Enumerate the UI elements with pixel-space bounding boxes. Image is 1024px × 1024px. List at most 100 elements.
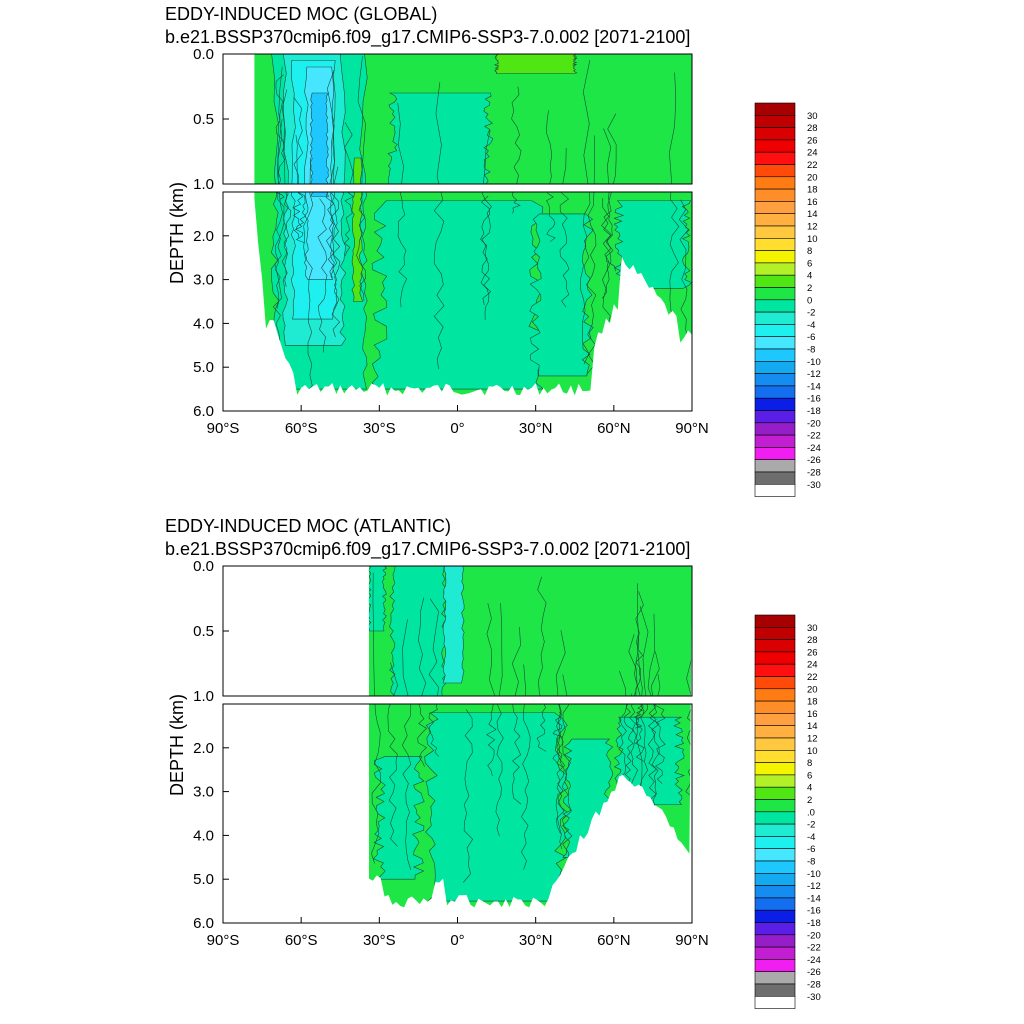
colorbar-label: -12 bbox=[807, 369, 821, 380]
contour-line bbox=[655, 674, 666, 784]
colorbar-label: -14 bbox=[807, 893, 821, 904]
colorbar-label: 4 bbox=[807, 271, 812, 282]
colorbar-swatch bbox=[754, 713, 796, 727]
colorbar-label: -28 bbox=[807, 980, 821, 991]
colorbar-label: 8 bbox=[807, 758, 812, 769]
colorbar-label: -6 bbox=[807, 332, 815, 343]
contour-line bbox=[580, 60, 591, 365]
colorbar-label: -4 bbox=[807, 320, 815, 331]
y-tick-label: 4.0 bbox=[193, 827, 214, 844]
colorbar-label: -30 bbox=[807, 480, 821, 491]
colorbar-label: 10 bbox=[807, 234, 818, 245]
colorbar-label: -16 bbox=[807, 906, 821, 917]
colorbar-swatch bbox=[754, 688, 796, 702]
colorbar-swatch bbox=[754, 614, 796, 628]
y-tick-label: 2.0 bbox=[193, 740, 214, 757]
colorbar-label: 0 bbox=[807, 295, 812, 306]
colorbar-label: 26 bbox=[807, 647, 818, 658]
y-tick-label: 0.5 bbox=[193, 623, 214, 640]
contour-arctic-minus-2 bbox=[613, 200, 692, 289]
colorbar-swatch bbox=[754, 213, 796, 227]
y-tick-label: 1.0 bbox=[193, 176, 214, 193]
contour-line bbox=[552, 711, 563, 767]
contour-line bbox=[555, 703, 565, 850]
x-tick-label: 60°S bbox=[285, 420, 318, 437]
colorbar-label: -2 bbox=[807, 820, 815, 831]
chart-subtitle: b.e21.BSSP370cmip6.f09_g17.CMIP6-SSP3-7.… bbox=[165, 27, 690, 48]
colorbar-swatch bbox=[754, 385, 796, 399]
colorbar-swatch bbox=[754, 360, 796, 374]
colorbar-swatch bbox=[754, 164, 796, 178]
colorbar-label: 24 bbox=[807, 660, 818, 671]
colorbar-label: 8 bbox=[807, 246, 812, 257]
contour-line bbox=[521, 664, 531, 870]
contour-deep-north-minus-2 bbox=[562, 738, 614, 858]
contour-north-surface-plus-2 bbox=[494, 54, 578, 74]
colorbar-label: 16 bbox=[807, 197, 818, 208]
x-tick-label: 0° bbox=[450, 932, 464, 949]
colorbar-swatch bbox=[754, 749, 796, 763]
plot-area bbox=[221, 565, 694, 924]
x-tick-label: 90°S bbox=[207, 932, 240, 949]
contour-line bbox=[480, 195, 490, 321]
contour-line bbox=[387, 662, 398, 847]
contour-line bbox=[274, 66, 285, 309]
colorbar-swatch bbox=[754, 397, 796, 411]
colorbar-label: -26 bbox=[807, 455, 821, 466]
colorbar-swatch bbox=[754, 934, 796, 948]
colorbar-swatch bbox=[754, 410, 796, 424]
colorbar-label: 12 bbox=[807, 222, 818, 233]
x-tick-label: 60°S bbox=[285, 932, 318, 949]
y-tick-label: 6.0 bbox=[193, 915, 214, 932]
x-tick-label: 30°N bbox=[519, 420, 553, 437]
y-tick-label: 2.0 bbox=[193, 228, 214, 245]
colorbar-label: -30 bbox=[807, 992, 821, 1003]
colorbar-label: -24 bbox=[807, 443, 821, 454]
colorbar-swatch bbox=[754, 188, 796, 202]
colorbar-label: 20 bbox=[807, 684, 818, 695]
y-tick-label: 3.0 bbox=[193, 272, 214, 289]
colorbar-swatch bbox=[754, 324, 796, 337]
colorbar-swatch bbox=[754, 959, 796, 973]
colorbar-swatch bbox=[754, 762, 796, 776]
x-tick-labels: 90°S 60°S 30°S 0° 30°N 60°N 90°N bbox=[207, 917, 709, 949]
contour-line bbox=[606, 113, 617, 272]
colorbar-label: -24 bbox=[807, 955, 821, 966]
contour-line bbox=[417, 597, 427, 767]
contour-line bbox=[633, 635, 644, 729]
colorbar-swatch bbox=[754, 737, 796, 751]
colorbar-label: 14 bbox=[807, 721, 818, 732]
colorbar-swatch bbox=[754, 639, 796, 653]
colorbar-label: 6 bbox=[807, 770, 812, 781]
colorbar-swatch bbox=[754, 373, 796, 387]
contour-line bbox=[397, 102, 408, 308]
colorbar-swatch bbox=[754, 127, 796, 141]
colorbar-swatch bbox=[754, 471, 796, 485]
colorbar-label: -2 bbox=[807, 308, 815, 319]
y-axis-label: DEPTH (km) bbox=[167, 182, 187, 284]
colorbar-label: -20 bbox=[807, 930, 821, 941]
colorbar-label: 22 bbox=[807, 672, 818, 683]
contour-line bbox=[371, 572, 381, 864]
colorbar-swatch bbox=[754, 799, 796, 813]
chart-subtitle: b.e21.BSSP370cmip6.f09_g17.CMIP6-SSP3-7.… bbox=[165, 539, 690, 560]
colorbar-swatch bbox=[754, 201, 796, 214]
colorbar-label: 20 bbox=[807, 172, 818, 183]
colorbar-swatch bbox=[754, 983, 796, 997]
colorbar-swatch bbox=[754, 336, 796, 350]
y-tick-label: 4.0 bbox=[193, 315, 214, 332]
contour-deep-north-minus-2 bbox=[529, 213, 594, 377]
x-tick-label: 30°N bbox=[519, 932, 553, 949]
y-tick-label: 1.0 bbox=[193, 688, 214, 705]
colorbar-label: -18 bbox=[807, 406, 821, 417]
y-tick-labels: 0.0 0.5 1.0 2.0 3.0 4.0 5.0 6.0 bbox=[193, 558, 229, 932]
colorbar-swatch bbox=[754, 786, 796, 800]
colorbar-swatch bbox=[754, 663, 796, 677]
colorbar-swatch bbox=[754, 299, 796, 313]
panel-global: EDDY-INDUCED MOC (GLOBAL) b.e21.BSSP370c… bbox=[165, 4, 821, 497]
contour-line bbox=[401, 619, 412, 870]
colorbar-swatch bbox=[754, 102, 796, 116]
y-tick-label: 0.5 bbox=[193, 111, 214, 128]
colorbar-swatch bbox=[754, 651, 796, 665]
colorbar-label: -26 bbox=[807, 967, 821, 978]
